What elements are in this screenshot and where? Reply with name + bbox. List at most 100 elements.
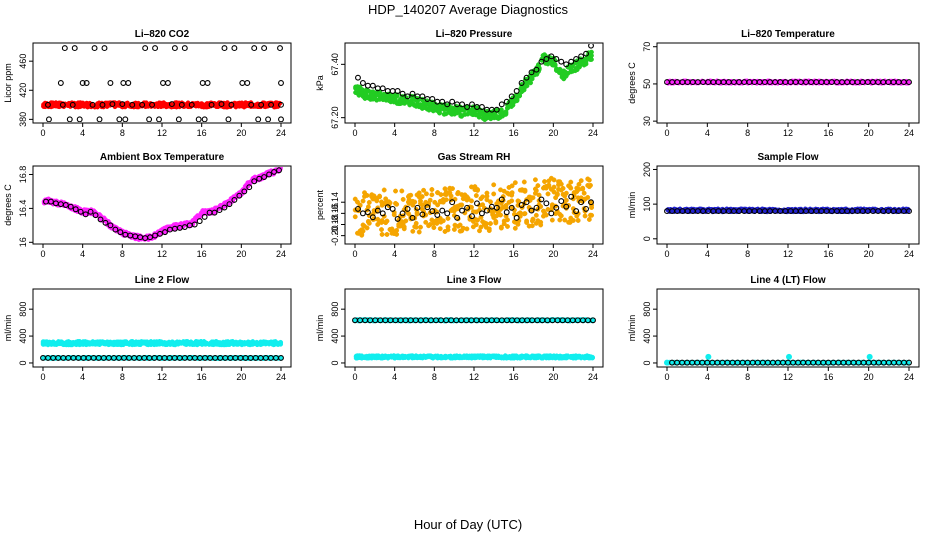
- raw-point: [387, 200, 393, 206]
- avg-point: [369, 82, 376, 89]
- raw-point: [505, 224, 510, 229]
- avg-point: [248, 101, 255, 108]
- x-tick-label: 12: [157, 372, 167, 382]
- y-tick-label: 0: [330, 360, 340, 365]
- x-tick-label: 8: [432, 128, 437, 138]
- raw-point: [419, 194, 425, 199]
- y-axis-label: degrees C: [3, 184, 13, 226]
- series-raw: [41, 167, 283, 242]
- x-tick-label: 20: [236, 372, 246, 382]
- raw-point: [445, 224, 451, 230]
- raw-point: [563, 197, 569, 203]
- avg-point: [265, 116, 272, 122]
- y-axis-label: ml/min: [3, 315, 13, 342]
- raw-point: [536, 192, 542, 198]
- x-tick-label: 24: [276, 249, 286, 259]
- avg-point: [493, 106, 500, 113]
- raw-point: [437, 226, 443, 232]
- avg-point: [379, 85, 386, 92]
- raw-point: [533, 188, 539, 194]
- avg-point: [146, 116, 153, 122]
- raw-point: [465, 195, 471, 201]
- avg-point: [244, 80, 251, 86]
- avg-point: [389, 88, 396, 94]
- avg-point: [548, 53, 555, 60]
- avg-point: [59, 101, 66, 108]
- raw-point: [389, 226, 395, 232]
- raw-point: [366, 220, 372, 226]
- raw-point: [509, 183, 515, 189]
- series-avg: [664, 79, 912, 86]
- avg-point: [61, 45, 68, 52]
- raw-point: [408, 192, 414, 198]
- avg-point: [513, 214, 520, 221]
- series-avg: [355, 193, 594, 222]
- avg-point: [483, 207, 490, 214]
- avg-point: [369, 214, 376, 221]
- avg-point: [449, 98, 456, 105]
- raw-point: [546, 183, 552, 189]
- x-tick-label: 12: [783, 128, 793, 138]
- raw-point: [400, 196, 406, 202]
- x-tick-label: 0: [664, 128, 669, 138]
- avg-point: [125, 80, 132, 86]
- avg-point: [91, 45, 98, 52]
- avg-point: [201, 116, 208, 122]
- x-tick-label: 16: [197, 128, 207, 138]
- avg-point: [96, 116, 103, 122]
- raw-point: [360, 228, 366, 234]
- avg-point: [583, 205, 590, 212]
- raw-point: [427, 197, 433, 203]
- data-area: [352, 175, 595, 238]
- avg-point: [196, 218, 203, 225]
- avg-point: [364, 82, 371, 89]
- raw-point: [493, 218, 499, 224]
- raw-point: [423, 219, 429, 225]
- avg-point: [508, 204, 515, 211]
- avg-point: [216, 207, 223, 214]
- y-tick-label: 16.4: [18, 200, 28, 218]
- x-tick-label: 20: [548, 128, 558, 138]
- avg-point: [165, 80, 171, 86]
- y-tick-label: 0: [18, 360, 28, 365]
- raw-point: [512, 225, 518, 231]
- raw-point: [588, 49, 594, 55]
- raw-point: [475, 217, 480, 223]
- raw-point: [586, 217, 592, 222]
- x-tick-label: 12: [783, 249, 793, 259]
- avg-point: [439, 207, 446, 214]
- raw-point: [532, 177, 538, 183]
- avg-point: [46, 116, 52, 122]
- x-tick-label: 12: [157, 128, 167, 138]
- x-tick-label: 20: [236, 128, 246, 138]
- avg-point: [503, 98, 510, 105]
- panel-title: Sample Flow: [757, 152, 818, 163]
- avg-point: [543, 200, 550, 207]
- avg-point: [558, 58, 565, 65]
- series-avg: [43, 167, 282, 242]
- raw-point: [583, 61, 589, 67]
- y-tick-label: 50: [642, 79, 652, 89]
- avg-point: [112, 226, 119, 233]
- x-tick-label: 24: [276, 128, 286, 138]
- avg-point: [409, 214, 416, 221]
- avg-point: [474, 200, 480, 207]
- y-tick-label: 800: [330, 302, 340, 317]
- panel-title: Gas Stream RH: [438, 152, 511, 163]
- x-tick-label: 20: [548, 372, 558, 382]
- raw-point: [486, 228, 492, 234]
- raw-point: [374, 198, 380, 204]
- avg-point: [76, 116, 83, 122]
- series-high: [61, 45, 283, 52]
- avg-point: [498, 196, 505, 203]
- avg-point: [82, 211, 89, 218]
- x-tick-label: 12: [469, 128, 479, 138]
- avg-point: [162, 229, 168, 236]
- avg-point: [120, 80, 127, 86]
- avg-point: [359, 210, 366, 217]
- avg-point: [99, 101, 106, 108]
- raw-point: [413, 224, 419, 230]
- y-tick-label: 800: [18, 302, 28, 317]
